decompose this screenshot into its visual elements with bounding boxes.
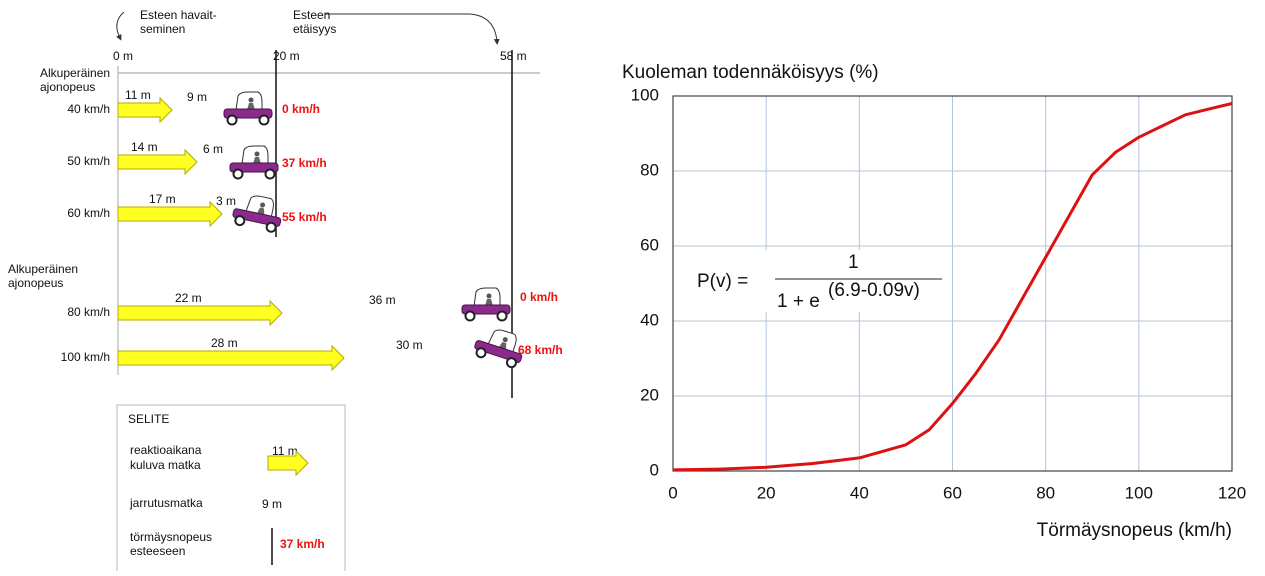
legend-example: 9 m xyxy=(262,497,282,511)
impact-speed: 68 km/h xyxy=(518,343,563,357)
legend-text: törmäysnopeus xyxy=(130,530,212,544)
label: Esteen xyxy=(293,8,330,22)
heading: ajonopeus xyxy=(40,80,95,94)
reaction-arrow xyxy=(117,299,283,327)
impact-speed: 0 km/h xyxy=(282,102,320,116)
plot-frame xyxy=(672,95,1233,472)
chart: Kuoleman todennäköisyys (%) Törmäysnopeu… xyxy=(622,62,1246,541)
y-tick-label: 20 xyxy=(640,385,659,404)
impact-speed: 37 km/h xyxy=(282,156,327,170)
reaction-arrow xyxy=(117,148,198,176)
legend-box xyxy=(116,404,346,571)
legend-title: SELITE xyxy=(128,412,169,426)
legend-text: jarrutusmatka xyxy=(129,496,203,510)
car-icon xyxy=(461,287,511,322)
formula-text: P(v) = xyxy=(697,271,748,292)
braking-distance: 9 m xyxy=(187,90,207,104)
braking-distance: 6 m xyxy=(203,142,223,156)
legend-text: reaktioaikana xyxy=(130,443,202,457)
distance-mark: 58 m xyxy=(500,49,527,63)
braking-distance: 3 m xyxy=(216,194,236,208)
x-tick-label: 0 xyxy=(668,483,677,502)
x-tick-label: 60 xyxy=(943,483,962,502)
speed-label: 60 km/h xyxy=(67,206,110,220)
data-line xyxy=(672,102,1233,472)
x-tick-label: 120 xyxy=(1218,483,1246,502)
reaction-distance: 22 m xyxy=(175,291,202,305)
legend-text: kuluva matka xyxy=(130,458,201,472)
label: Esteen havait- xyxy=(140,8,217,22)
formula-bg xyxy=(690,250,950,312)
pointer-arrow xyxy=(325,13,500,45)
reaction-distance: 28 m xyxy=(211,336,238,350)
label: seminen xyxy=(140,22,185,36)
reaction-distance: 14 m xyxy=(131,140,158,154)
reaction-arrow xyxy=(117,96,173,124)
speed-label: 100 km/h xyxy=(61,350,110,364)
legend-example: 37 km/h xyxy=(280,537,325,551)
reaction-distance: 11 m xyxy=(125,88,151,102)
car-icon xyxy=(223,91,273,126)
impact-speed: 0 km/h xyxy=(520,290,558,304)
formula-text: 1 + e xyxy=(777,291,820,312)
heading: ajonopeus xyxy=(8,276,63,290)
speed-label: 40 km/h xyxy=(67,102,110,116)
braking-distance: 36 m xyxy=(369,293,396,307)
braking-distance: 30 m xyxy=(396,338,423,352)
heading: Alkuperäinen xyxy=(8,262,78,276)
impact-speed: 55 km/h xyxy=(282,210,327,224)
distance-mark: 0 m xyxy=(113,49,133,63)
x-tick-label: 100 xyxy=(1125,483,1153,502)
legend: SELITE reaktioaikana kuluva matka 11 m j… xyxy=(116,404,346,571)
formula-text: 1 xyxy=(848,252,859,273)
legend-text: esteeseen xyxy=(130,544,185,558)
legend-example: 11 m xyxy=(272,444,298,458)
reaction-distance: 17 m xyxy=(149,192,176,206)
y-axis-label: Kuoleman todennäköisyys (%) xyxy=(622,62,879,83)
y-tick-label: 100 xyxy=(631,85,659,104)
speed-label: 80 km/h xyxy=(67,305,110,319)
pointer-arrow xyxy=(115,11,125,41)
reaction-arrow xyxy=(117,200,223,228)
heading: Alkuperäinen xyxy=(40,66,110,80)
x-tick-label: 40 xyxy=(850,483,869,502)
y-tick-label: 40 xyxy=(640,310,659,329)
formula-text: (6.9-0.09v) xyxy=(828,280,920,301)
x-tick-label: 20 xyxy=(757,483,776,502)
braking-diagram: Esteen havait- seminen Esteen etäisyys 0… xyxy=(8,8,563,571)
y-tick-label: 0 xyxy=(650,460,659,479)
y-tick-label: 60 xyxy=(640,235,659,254)
distance-mark: 20 m xyxy=(273,49,300,63)
speed-label: 50 km/h xyxy=(67,154,110,168)
label: etäisyys xyxy=(293,22,336,36)
y-tick-label: 80 xyxy=(640,160,659,179)
x-axis-label: Törmäysnopeus (km/h) xyxy=(1037,520,1232,541)
car-icon xyxy=(229,145,279,180)
legend-arrow xyxy=(267,449,309,477)
reaction-arrow xyxy=(117,344,345,372)
x-tick-label: 80 xyxy=(1036,483,1055,502)
